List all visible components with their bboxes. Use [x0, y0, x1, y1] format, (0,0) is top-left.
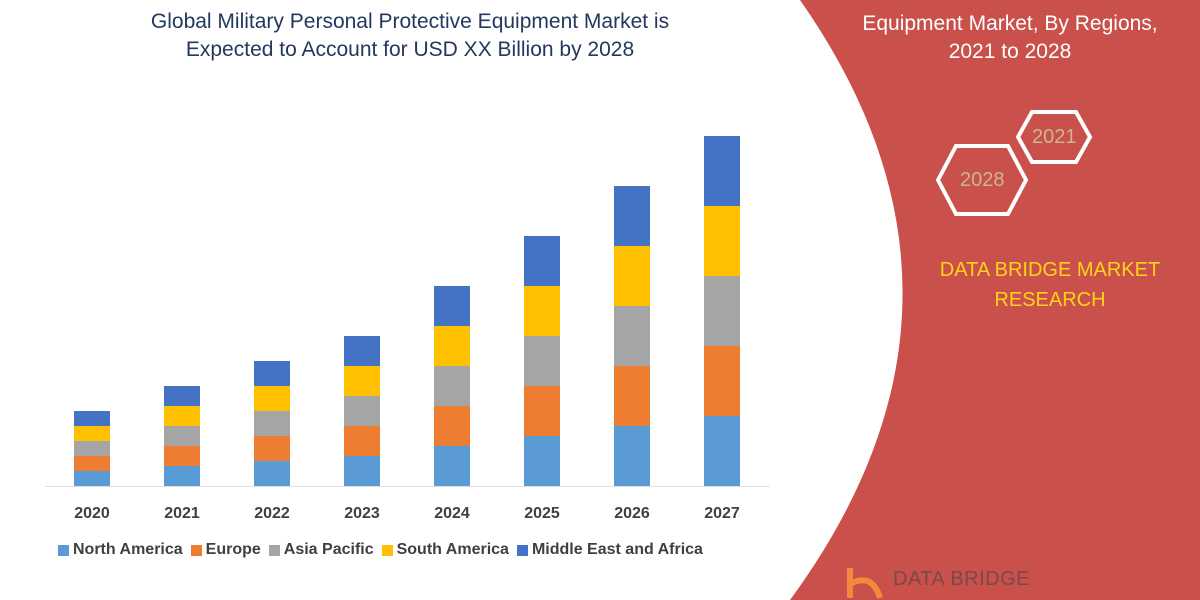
x-tick-label: 2026	[614, 505, 650, 522]
brand-line: RESEARCH	[994, 289, 1106, 311]
x-tick-label: 2025	[524, 505, 560, 522]
legend-swatch	[516, 544, 528, 556]
bar-segment	[704, 136, 740, 206]
bar-segment	[74, 411, 110, 426]
bar-segment	[704, 206, 740, 276]
legend: North America Europe Asia Pacific South Ame…	[58, 541, 703, 559]
bar-segment	[74, 456, 110, 471]
legend-swatch	[58, 544, 69, 556]
bar-segment	[614, 246, 650, 306]
bar-segment	[704, 346, 740, 416]
bar-segment	[344, 426, 380, 456]
legend-label: Middle East and Africa	[531, 541, 703, 558]
legend-swatch	[190, 544, 202, 556]
x-tick-label: 2023	[344, 505, 380, 522]
legend-label: South America	[396, 541, 509, 558]
legend-swatch	[381, 544, 393, 556]
bar-segment	[254, 386, 290, 411]
legend-item: Asia Pacific	[268, 541, 374, 559]
bar-segment	[254, 361, 290, 386]
bar-segment	[614, 366, 650, 426]
brand-line: DATA BRIDGE MARKET	[939, 259, 1161, 281]
bar-segment	[164, 426, 200, 446]
x-tick-label: 2027	[704, 505, 740, 522]
x-tick-label: 2022	[254, 505, 290, 522]
title-line: Expected to Account for USD XX Billion b…	[185, 38, 635, 61]
bar-segment	[344, 456, 380, 486]
bar-segment	[74, 426, 110, 441]
bar-segment	[164, 386, 200, 406]
bar-segment	[344, 336, 380, 366]
bar-segment	[524, 236, 560, 286]
logo-icon	[847, 568, 883, 600]
legend-item: Europe	[190, 541, 261, 559]
bar-segment	[704, 416, 740, 486]
title-line: Global Military Personal Protective Equi…	[150, 10, 670, 33]
chart-title: Global Military Personal Protective Equi…	[60, 8, 760, 64]
side-title: Equipment Market, By Regions, 2021 to 20…	[830, 10, 1190, 66]
legend-label: Europe	[205, 541, 261, 558]
bar-segment	[254, 436, 290, 461]
bar-segment	[434, 326, 470, 366]
x-tick-label: 2024	[434, 505, 470, 522]
bar-segment	[524, 386, 560, 436]
bar-segment	[614, 426, 650, 486]
legend-item: South America	[381, 541, 509, 559]
bar-segment	[344, 396, 380, 426]
bar-segment	[434, 286, 470, 326]
bar-segment	[254, 461, 290, 486]
bar-segment	[164, 466, 200, 486]
bar-segment	[614, 186, 650, 246]
legend-item: Middle East and Africa	[516, 541, 703, 559]
bar-segment	[254, 411, 290, 436]
legend-label: Asia Pacific	[283, 541, 374, 558]
bar-segment	[524, 436, 560, 486]
side-panel	[790, 0, 1200, 600]
side-title-line: 2021 to 2028	[948, 40, 1072, 63]
bar-segment	[344, 366, 380, 396]
bar-segment	[524, 336, 560, 386]
bar-segment	[74, 441, 110, 456]
hexagon-2021	[1015, 110, 1093, 164]
stacked-bar-chart: 2020 2021 2022 2023 2024 2025 2026 2027	[45, 136, 770, 522]
bar-segment	[164, 446, 200, 466]
bar-segment	[434, 366, 470, 406]
hex-label-2021: 2021	[1032, 126, 1077, 148]
bar-segment	[434, 406, 470, 446]
legend-label: North America	[73, 541, 183, 558]
brand-text: DATA BRIDGE MARKET RESEARCH	[900, 255, 1200, 315]
hex-label-2028: 2028	[960, 169, 1005, 191]
bar-segment	[614, 306, 650, 366]
legend-swatch	[268, 544, 280, 556]
x-tick-label: 2021	[164, 505, 200, 522]
bar-segment	[74, 471, 110, 486]
bar-segment	[164, 406, 200, 426]
bar-segment	[434, 446, 470, 486]
bar-segment	[704, 276, 740, 346]
logo-text: DATA BRIDGE	[893, 568, 1031, 590]
x-tick-label: 2020	[74, 505, 110, 522]
hexagon-2028	[935, 144, 1029, 216]
bar-segment	[524, 286, 560, 336]
legend-item: North America	[58, 541, 183, 559]
side-title-line: Equipment Market, By Regions,	[862, 12, 1158, 35]
